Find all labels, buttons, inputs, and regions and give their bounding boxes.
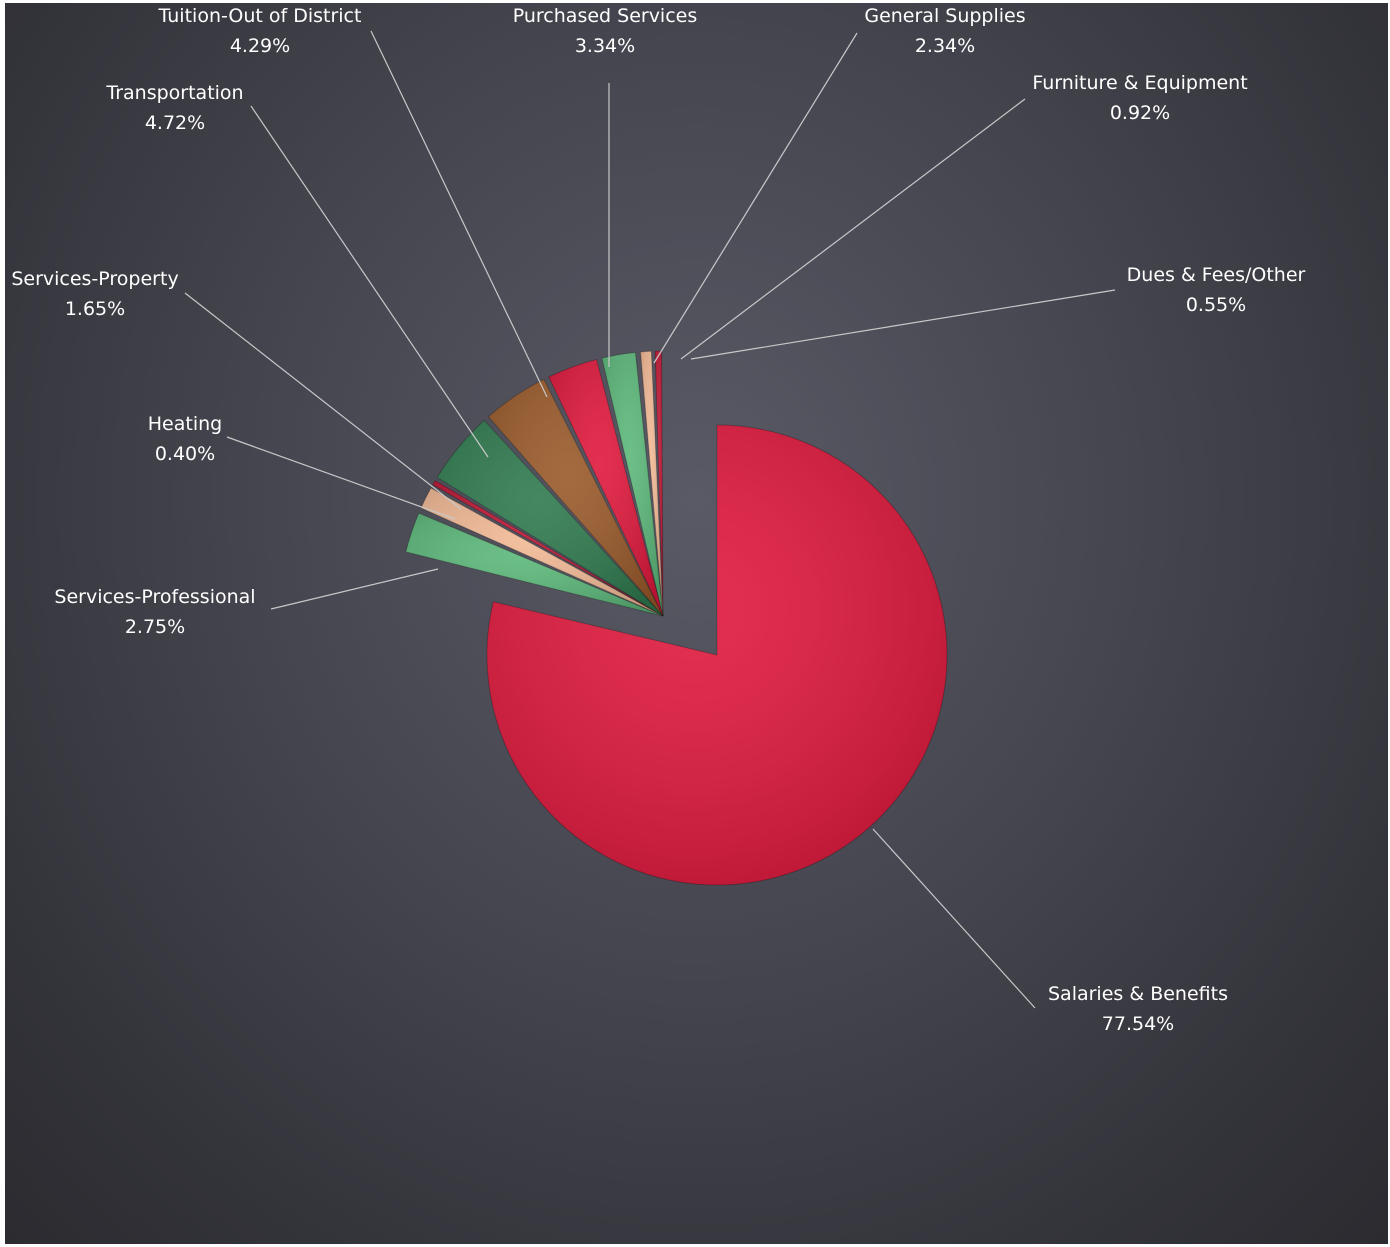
pie-slice-shading: [420, 488, 663, 616]
pie-slice-shading: [601, 352, 663, 616]
slice-label-value: 0.55%: [1186, 294, 1246, 316]
slice-label-value: 0.92%: [1110, 102, 1170, 124]
slice-labels: Salaries & Benefits 77.54% Services-Profes…: [11, 5, 1305, 1035]
slice-label-name: Services-Professional: [54, 586, 255, 608]
pie-slice-tuition-out-of-district: [487, 378, 664, 617]
pie-slice-services-professional: [405, 512, 664, 617]
slice-label-name: Purchased Services: [513, 5, 698, 27]
slice-label-name: Services-Property: [11, 268, 178, 290]
slice-label-name: Salaries & Benefits: [1048, 983, 1228, 1005]
slice-label-name: Heating: [148, 413, 222, 435]
slice-label-value: 2.34%: [915, 35, 975, 57]
slice-label-value: 2.75%: [125, 616, 185, 638]
leader-line: [250, 105, 489, 458]
pie-slice-shading: [432, 480, 663, 616]
pie-slice-dues-fees-other: [654, 350, 664, 617]
pie-slice-general-supplies: [601, 351, 664, 617]
leader-line: [226, 436, 456, 520]
leader-line: [872, 828, 1036, 1009]
pie-slice-services-property: [420, 487, 664, 617]
pie-slice-transportation: [436, 419, 664, 617]
leader-line: [690, 289, 1116, 360]
slice-label-name: Transportation: [105, 82, 243, 104]
slice-label-name: General Supplies: [864, 5, 1025, 27]
pie-slice-shading: [405, 513, 663, 616]
slice-label-value: 77.54%: [1102, 1013, 1174, 1035]
leader-lines: [184, 30, 1116, 1009]
slice-label-value: 0.40%: [155, 443, 215, 465]
pie-slice-shading: [437, 420, 663, 616]
pie-chart: Salaries & Benefits 77.54% Services-Profes…: [5, 3, 1388, 1244]
pie-slice-purchased-services: [548, 358, 664, 617]
slices-layer: [405, 350, 948, 886]
pie-slice-furniture-equipment: [639, 350, 664, 617]
pie-slice-shading: [655, 351, 663, 616]
slice-label-value: 4.72%: [145, 112, 205, 134]
leader-line: [680, 98, 1026, 360]
pie-chart-svg: Salaries & Benefits 77.54% Services-Profes…: [11, 5, 1305, 1035]
leader-line: [370, 30, 548, 398]
slice-label-name: Tuition-Out of District: [158, 5, 362, 27]
slice-label-value: 1.65%: [65, 298, 125, 320]
pie-slice-shading: [640, 351, 663, 616]
leader-line: [270, 568, 439, 610]
pie-slice-salaries-benefits: [486, 424, 948, 886]
slice-label-name: Furniture & Equipment: [1032, 72, 1247, 94]
pie-slice-shading: [548, 359, 663, 616]
slice-label-name: Dues & Fees/Other: [1127, 264, 1306, 286]
leader-line: [653, 32, 858, 364]
pie-slice-heating: [432, 479, 664, 617]
slice-label-value: 3.34%: [575, 35, 635, 57]
pie-slice-shading: [488, 379, 663, 616]
leader-line: [184, 292, 462, 510]
pie-slice-shading: [487, 425, 947, 885]
slice-label-value: 4.29%: [230, 35, 290, 57]
